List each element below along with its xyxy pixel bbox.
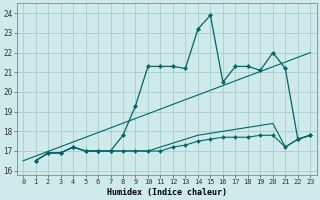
X-axis label: Humidex (Indice chaleur): Humidex (Indice chaleur) <box>107 188 227 197</box>
